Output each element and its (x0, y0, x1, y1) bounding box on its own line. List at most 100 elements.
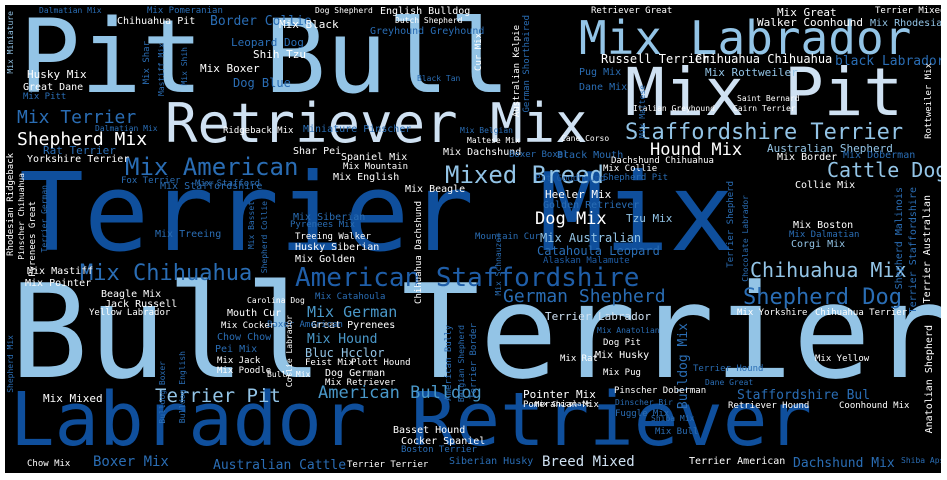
word: Australian Kelpie (512, 25, 522, 118)
word: Mix Anatolian (597, 326, 660, 335)
word: Fuggle Mix (615, 409, 670, 419)
word: Maltese Mix (467, 136, 520, 145)
word: Mix Miniature (6, 11, 15, 74)
word: Dalmatian Mix (39, 6, 102, 15)
word: Staffordshire Terrier (625, 120, 904, 145)
word: Beagle Mix (101, 289, 162, 300)
word: Heeler Mix (545, 188, 612, 201)
word: Terrier German (40, 185, 49, 253)
word: Mix Belgian (460, 126, 513, 135)
word: Mix Mastiff (27, 266, 94, 277)
word: Fox Terrier (121, 176, 181, 186)
word: English Bulldog (380, 6, 471, 17)
word: Mix Collie (603, 164, 658, 174)
word: Chihuahua Mix (750, 258, 907, 282)
word: Bluc Hcclor (305, 346, 385, 360)
word: Mix Maltese (638, 85, 647, 138)
word: Boxer Mix (93, 454, 169, 470)
word: Mix Boxer (200, 62, 260, 75)
word: Mix Pointer (25, 278, 92, 289)
word: Feist Mix (305, 358, 354, 368)
word: Mix Poodle (217, 366, 272, 376)
word: Leopard Dog (231, 36, 304, 49)
word: Mixed Breed (445, 161, 604, 189)
word: Dog Blue (233, 76, 291, 90)
word: Collie Mix (795, 180, 856, 191)
word: Mix Terrier (17, 107, 137, 128)
word: Shepherd Collie (260, 201, 269, 274)
word: Mix Siberian (293, 212, 366, 223)
word: Mix Australian (540, 231, 642, 245)
word: Pyrenees Great (28, 201, 38, 277)
word: Mix Pug (603, 368, 641, 378)
word: Saint Bernard (737, 94, 800, 103)
word: Yellow Labrador (89, 308, 171, 318)
word: Mix Bull (655, 427, 699, 437)
word: Catahoula Leopard (537, 244, 660, 258)
word: Mix Catahoula (315, 292, 386, 302)
word: Mix English (333, 172, 400, 183)
word: American Bully (444, 325, 454, 401)
word: Black Mouth (557, 150, 624, 161)
word: Walker Coonhound (757, 16, 863, 29)
word: Cocker Spaniel (401, 436, 486, 447)
word: Anatolian Shepherd (924, 325, 935, 434)
word: American Staffordshire (295, 263, 640, 293)
word: Mix Staffordshire (160, 181, 263, 192)
word: Terrier Pit (155, 385, 281, 407)
word: Australian Shepherd (767, 142, 893, 155)
word: Great Dane (23, 82, 84, 93)
word: Chihuahua Terrier (815, 308, 908, 318)
word: Mastiff Mix (157, 43, 166, 96)
word: Retriever Great (591, 6, 673, 16)
word: black Labrador (835, 54, 941, 69)
word: Shepherd Mix (6, 335, 15, 393)
word: Hound Mix (650, 140, 743, 160)
word: Pit Goodhound (535, 174, 606, 184)
word: Retriever Mix (165, 92, 588, 155)
word: Mix Schnauzer (494, 233, 503, 296)
word: German Shepherd (503, 286, 666, 307)
word: Shepherd Dog (743, 285, 902, 310)
word: Terrier Border (469, 323, 479, 399)
word: Dog Mix (535, 209, 607, 229)
word: Mouth Cur (227, 308, 282, 319)
word: Retriever Hound (728, 401, 810, 411)
word: Mix Dalmatian (789, 230, 860, 240)
word: Mix Retriever (325, 378, 396, 388)
word: Bulldog English (178, 351, 187, 424)
word: Mix Great (777, 6, 837, 19)
word: Shepherd Mix (17, 129, 148, 150)
word: Mix Shih (180, 47, 189, 86)
word: Terrier Staffordshire (908, 187, 919, 314)
word: Terrier Hound (693, 364, 764, 374)
word: Mix Pitt (23, 92, 67, 102)
word: Carolina Dog (247, 296, 305, 305)
word: Dog Shepherd (315, 6, 373, 15)
word: American Bulldog (318, 383, 482, 403)
word: Mix Yellow (815, 354, 870, 364)
word: Mix Rhodesian (870, 18, 941, 29)
word: Dane Great (705, 378, 754, 387)
word: Dinscher Bir (615, 398, 673, 407)
word: Italian Greyhound (633, 104, 715, 113)
word: Shiba Mix (651, 414, 695, 423)
word: Cairn Terrier (733, 104, 796, 113)
word: Treeing Walker (295, 232, 371, 242)
word: Pomeranian Mix (523, 400, 599, 410)
word: Pointer Mix (523, 388, 596, 401)
word: Mix Treeing (155, 229, 222, 240)
word: Jack Russell (105, 299, 178, 310)
word: Rat Terrier (43, 144, 116, 157)
word: Bulldog Mix (676, 323, 691, 410)
word: Husky Mix (27, 68, 87, 81)
word: Pinscher Chihuahua (17, 173, 26, 260)
word: Mix Shar (142, 41, 152, 85)
word: Australian Cattle (213, 458, 347, 473)
word: Pei Mix (215, 344, 258, 355)
word: Cane Corso (561, 134, 610, 143)
word: Plott Hound (351, 358, 411, 368)
word: Staffordshire Bul (737, 388, 871, 403)
word: Boxer American (267, 320, 343, 330)
